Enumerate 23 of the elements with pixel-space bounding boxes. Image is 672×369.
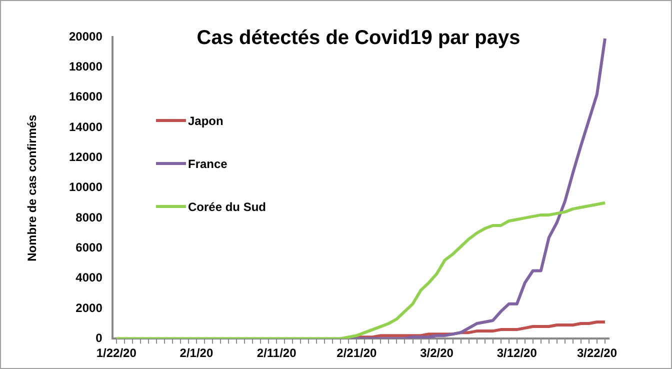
y-tick-label: 10000 [68, 180, 103, 194]
y-tick-label: 18000 [68, 59, 103, 74]
legend-label: Corée du Sud [188, 200, 266, 214]
legend-label: Japon [188, 114, 224, 128]
x-tick-label: 3/2/20 [420, 346, 454, 360]
x-tick-label: 2/21/20 [336, 346, 378, 360]
x-tick-label: 2/11/20 [256, 346, 297, 360]
x-tick-label: 3/22/20 [576, 346, 618, 360]
y-axis-title: Nombre de cas confirmés [25, 114, 39, 262]
x-tick-label: 2/1/20 [180, 346, 214, 360]
chart-title: Cas détectés de Covid19 par pays [196, 27, 522, 50]
y-tick-label: 12000 [68, 150, 103, 164]
y-tick-label: 0 [96, 330, 103, 345]
x-tick-label: 1/22/20 [96, 346, 137, 360]
y-tick-label: 8000 [76, 210, 103, 224]
x-tick-label: 3/12/20 [496, 346, 538, 360]
legend-label: France [188, 156, 228, 170]
y-tick-label: 14000 [68, 120, 103, 134]
y-tick-label: 16000 [68, 90, 103, 104]
y-tick-label: 2000 [76, 300, 103, 315]
y-tick-label: 20000 [68, 29, 103, 44]
y-tick-label: 4000 [76, 270, 103, 285]
y-tick-label: 6000 [76, 240, 103, 254]
